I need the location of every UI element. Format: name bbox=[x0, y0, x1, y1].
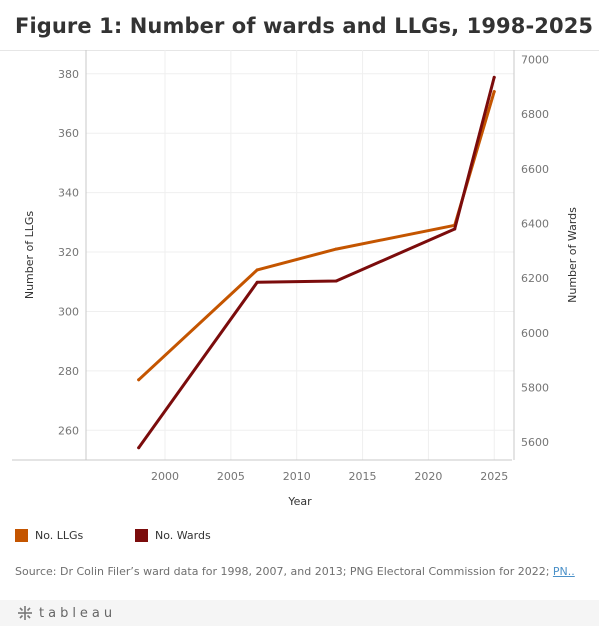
line-chart: 260 280 300 320 340 360 380 5600 5800 6000 6200 640… bbox=[12, 50, 579, 508]
source-link[interactable]: PN.. bbox=[552, 565, 575, 578]
title-divider bbox=[0, 50, 599, 51]
legend-label-llgs: No. LLGs bbox=[35, 529, 84, 542]
x-tick-label: 2015 bbox=[349, 470, 377, 483]
data-point-llgs bbox=[334, 247, 338, 251]
tableau-logo[interactable]: tableau bbox=[17, 605, 116, 621]
legend-label-wards: No. Wards bbox=[155, 529, 211, 542]
data-point-wards bbox=[453, 227, 457, 231]
y-tick-label-left: 320 bbox=[58, 246, 79, 259]
data-point-wards bbox=[255, 280, 259, 284]
y-tick-label-left: 300 bbox=[58, 305, 79, 318]
y-tick-label-left: 260 bbox=[58, 424, 79, 437]
y-tick-label-right: 6200 bbox=[521, 272, 549, 285]
x-tick-label: 2020 bbox=[414, 470, 442, 483]
y-tick-label-right: 6600 bbox=[521, 163, 549, 176]
y-tick-label-right: 7000 bbox=[521, 54, 549, 67]
x-tick-label: 2010 bbox=[283, 470, 311, 483]
y-tick-label-right: 5800 bbox=[521, 382, 549, 395]
x-tick-label: 2025 bbox=[480, 470, 508, 483]
y-tick-label-left: 380 bbox=[58, 68, 79, 81]
data-point-wards bbox=[334, 279, 338, 283]
legend-item-wards[interactable]: No. Wards bbox=[135, 529, 255, 542]
y-tick-label-left: 360 bbox=[58, 127, 79, 140]
tableau-wordmark: tableau bbox=[39, 605, 117, 621]
data-point-llgs bbox=[255, 268, 259, 272]
y-tick-label-right: 6000 bbox=[521, 327, 549, 340]
y-axis-title-right: Number of Wards bbox=[566, 207, 579, 303]
x-axis-title: Year bbox=[287, 495, 312, 508]
legend-item-llgs[interactable]: No. LLGs bbox=[15, 529, 135, 542]
data-point-llgs bbox=[492, 90, 496, 94]
data-point-wards bbox=[492, 75, 496, 79]
source-text: Source: Dr Colin Filer’s ward data for 1… bbox=[15, 565, 553, 578]
tableau-cross-logo-icon bbox=[18, 606, 32, 620]
legend-swatch-llgs bbox=[15, 529, 28, 542]
source-note: Source: Dr Colin Filer’s ward data for 1… bbox=[15, 565, 585, 578]
y-tick-label-left: 340 bbox=[58, 187, 79, 200]
data-point-llgs bbox=[137, 378, 141, 382]
legend: No. LLGs No. Wards bbox=[15, 529, 255, 542]
y-axis-title-left: Number of LLGs bbox=[23, 211, 36, 300]
y-tick-label-right: 5600 bbox=[521, 436, 549, 449]
chart-title: Figure 1: Number of wards and LLGs, 1998… bbox=[15, 14, 594, 38]
x-tick-label: 2000 bbox=[151, 470, 179, 483]
x-tick-label: 2005 bbox=[217, 470, 245, 483]
data-point-wards bbox=[137, 446, 141, 450]
y-tick-label-right: 6800 bbox=[521, 108, 549, 121]
legend-swatch-wards bbox=[135, 529, 148, 542]
y-tick-label-left: 280 bbox=[58, 365, 79, 378]
footer-bar: tableau bbox=[0, 600, 599, 626]
y-tick-label-right: 6400 bbox=[521, 218, 549, 231]
